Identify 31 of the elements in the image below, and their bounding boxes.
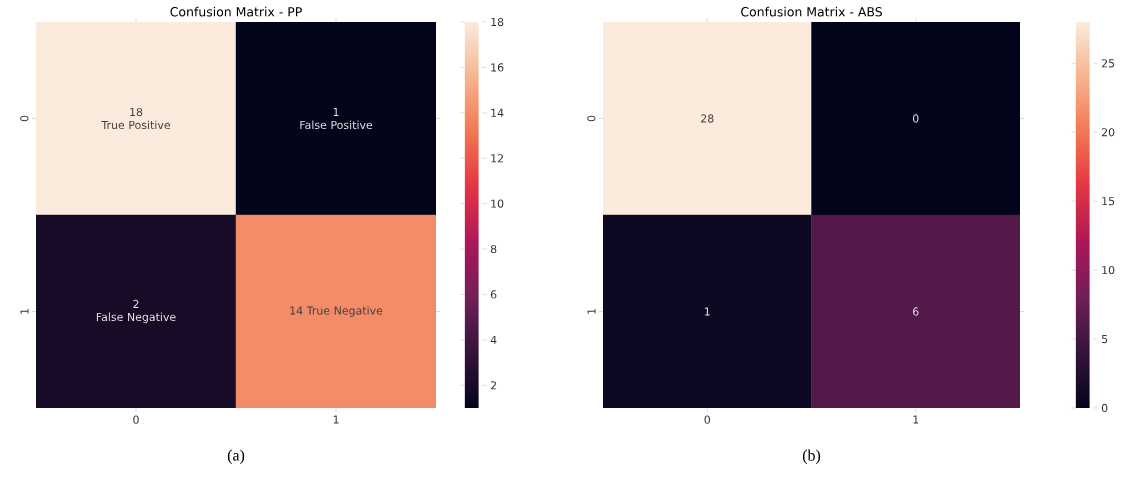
text: (b) (802, 449, 821, 464)
data-label: 1 False Positive (300, 107, 373, 130)
color-bar-label: 12 (491, 154, 503, 163)
color-bar-label: 15 (1102, 197, 1115, 206)
text: (a) (227, 449, 245, 464)
color-bar-label: 16 (491, 63, 504, 72)
chart-title: Confusion Matrix - PP (170, 6, 302, 17)
data-label: 2 False Negative (96, 299, 176, 324)
data-label: 0 (912, 114, 919, 123)
color-bar-label: 2 (490, 381, 497, 390)
color-bar-label: 0 (1101, 403, 1108, 413)
data-label: 28 (701, 114, 714, 123)
data-label: 14 True Negative (290, 306, 383, 317)
color-bar-label: 25 (1101, 59, 1115, 68)
color-bar-label: 14 (491, 108, 504, 117)
color-bar-label: 10 (1102, 265, 1115, 275)
x-tick-label: 1 (913, 415, 919, 424)
x-tick-label: 0 (704, 415, 711, 424)
color-bar-label: 4 (490, 335, 497, 344)
chart-title: Confusion Matrix - ABS (741, 6, 882, 17)
data-label: 1 (704, 307, 710, 316)
color-bar-label: 10 (491, 199, 504, 208)
color-bar-label: 8 (490, 244, 497, 254)
data-label: 18 True Positive (101, 107, 171, 130)
color-bar-label: 18 (491, 17, 504, 27)
x-tick-label: 1 (333, 415, 339, 424)
color-bar-label: 20 (1101, 128, 1115, 137)
color-bar-label: 5 (1101, 334, 1108, 344)
data-label: 6 (913, 307, 919, 316)
color-bar-label: 6 (490, 290, 497, 299)
x-tick-label: 0 (133, 415, 139, 424)
